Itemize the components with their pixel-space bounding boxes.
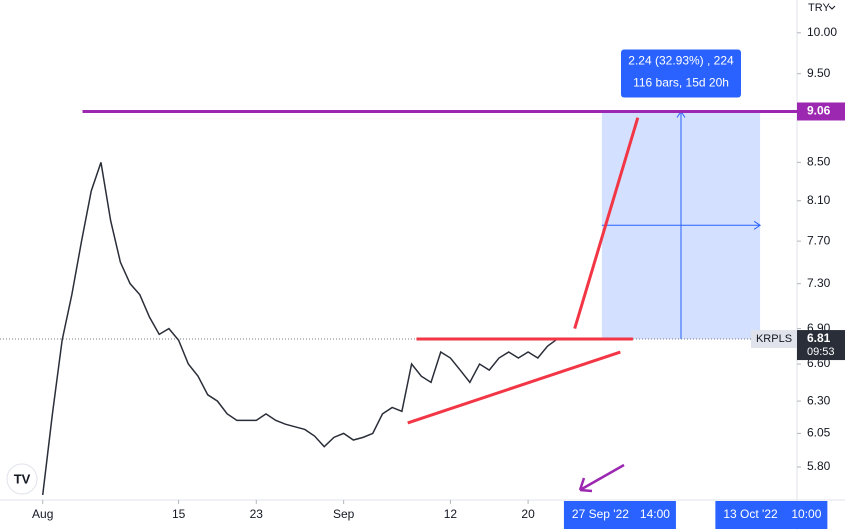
measure-hhead — [753, 220, 762, 230]
x-tick-label: 12 — [444, 507, 458, 521]
currency-caret[interactable] — [828, 5, 836, 10]
y-tick-label: 6.05 — [807, 426, 831, 440]
measure-label-bg — [620, 49, 741, 98]
time-badge — [715, 501, 828, 529]
countdown-label: 09:53 — [807, 346, 835, 358]
currency[interactable]: TRY — [808, 2, 830, 14]
y-tick-label: 7.30 — [807, 276, 831, 290]
x-tick-label: Aug — [32, 507, 53, 521]
y-tick-label: 5.80 — [807, 459, 831, 473]
y-tick-label: 7.70 — [807, 233, 831, 247]
time-badge-date: 27 Sep '22 — [572, 507, 629, 521]
last-price-label: 6.81 — [807, 331, 831, 345]
time-badge — [563, 501, 676, 529]
time-badge-time: 10:00 — [791, 507, 821, 521]
tv-logo: TV — [6, 463, 38, 495]
symbol-label: KRPLS — [756, 333, 792, 345]
x-tick-label: 15 — [172, 507, 186, 521]
y-tick-label: 9.50 — [807, 66, 831, 80]
trend-line — [407, 350, 621, 425]
trend-line — [573, 117, 640, 330]
x-tick-label: 20 — [521, 507, 535, 521]
svg-text:TV: TV — [14, 471, 31, 486]
time-badge-time: 14:00 — [640, 507, 670, 521]
last-price-badge — [797, 330, 845, 361]
time-badge-date: 13 Oct '22 — [723, 507, 778, 521]
price-line — [41, 162, 558, 496]
level-badge — [797, 102, 845, 121]
symbol-badge — [751, 330, 797, 349]
x-tick-label: Sep — [333, 507, 355, 521]
y-tick-label: 8.50 — [807, 155, 831, 169]
y-tick-label: 6.30 — [807, 393, 831, 407]
arrow-annotation — [578, 463, 625, 493]
x-tick-label: 23 — [250, 507, 264, 521]
y-tick-label: 8.10 — [807, 193, 831, 207]
measure-label: 116 bars, 15d 20h — [633, 76, 729, 90]
measure-label: 2.24 (32.93%) , 224 — [628, 54, 734, 68]
y-tick-label: 10.00 — [807, 25, 837, 39]
level-badge-label: 9.06 — [807, 104, 831, 118]
